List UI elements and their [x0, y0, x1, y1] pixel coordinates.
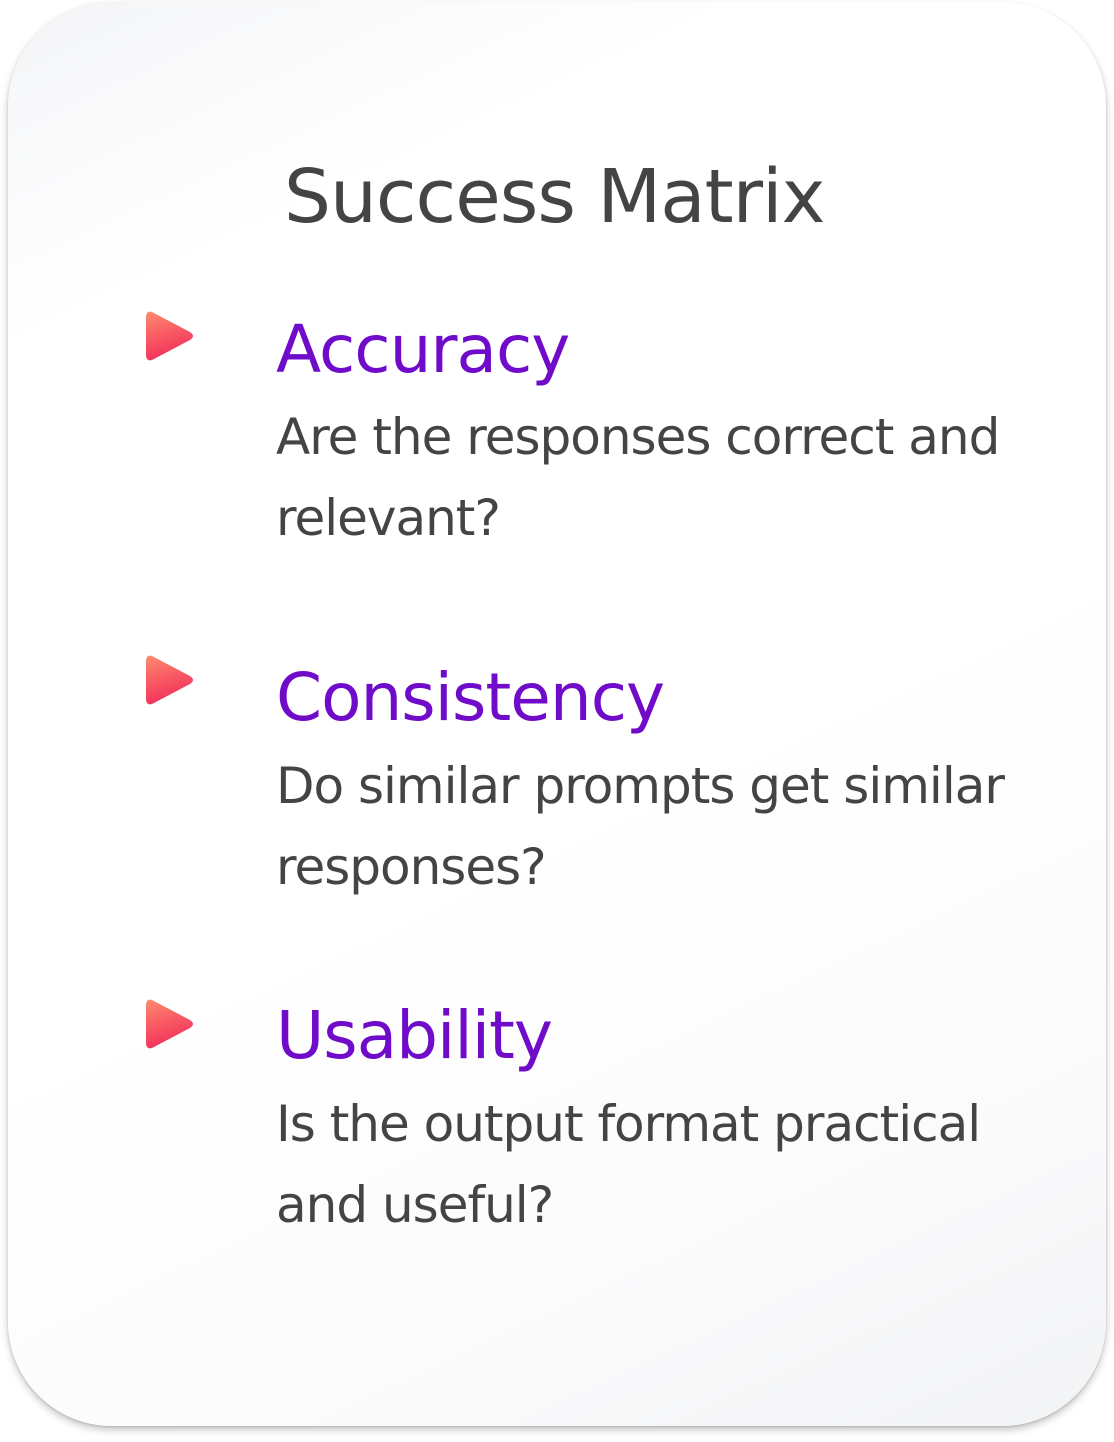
success-matrix-card: Success Matrix Accuracy Are the response…	[8, 2, 1106, 1426]
item-description: Do similar prompts get similar responses…	[276, 757, 1005, 896]
card-title: Success Matrix	[284, 154, 825, 240]
item-heading: Usability	[276, 997, 553, 1074]
item-description: Are the responses correct and relevant?	[276, 408, 1000, 547]
item-heading: Accuracy	[276, 311, 570, 388]
item-heading: Consistency	[276, 659, 665, 736]
play-arrow-icon	[146, 655, 193, 705]
play-arrow-icon	[146, 311, 193, 361]
play-arrow-icon	[146, 999, 193, 1049]
item-description: Is the output format practical and usefu…	[276, 1095, 981, 1234]
